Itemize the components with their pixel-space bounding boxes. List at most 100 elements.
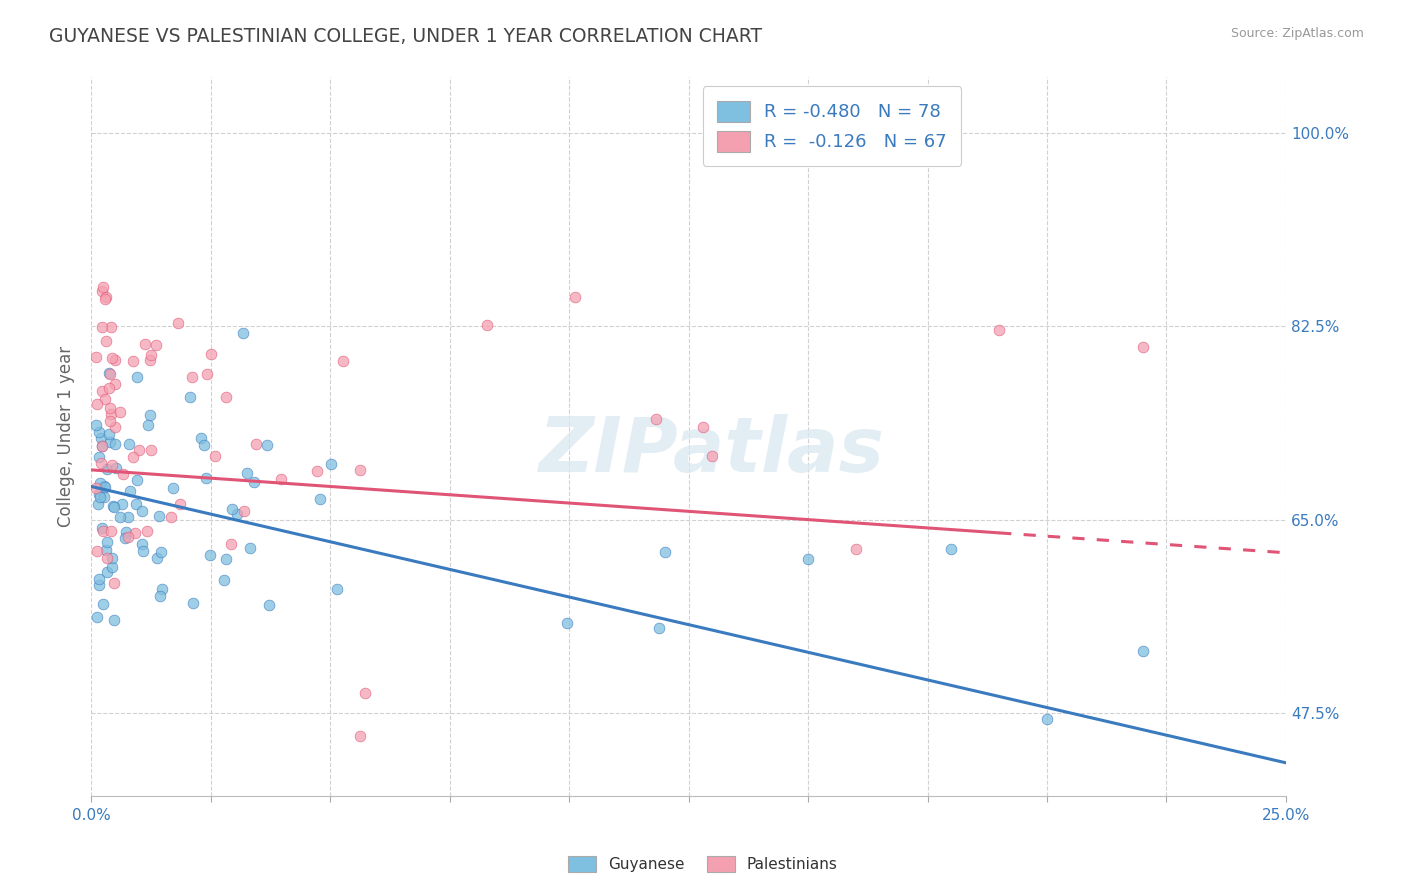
Point <box>195 471 218 485</box>
Point <box>475 318 498 332</box>
Point <box>104 353 127 368</box>
Point <box>89 475 111 490</box>
Point <box>118 437 141 451</box>
Point <box>91 320 114 334</box>
Point <box>96 535 118 549</box>
Point <box>96 551 118 566</box>
Point <box>103 500 125 514</box>
Point <box>233 504 256 518</box>
Point <box>101 559 124 574</box>
Point <box>104 437 127 451</box>
Point <box>100 351 122 365</box>
Point <box>94 334 117 348</box>
Point <box>94 480 117 494</box>
Point <box>215 390 238 404</box>
Point <box>159 510 181 524</box>
Point <box>98 367 121 381</box>
Legend: R = -0.480   N = 78, R =  -0.126   N = 67: R = -0.480 N = 78, R = -0.126 N = 67 <box>703 87 962 166</box>
Point <box>150 582 173 596</box>
Point <box>89 490 111 504</box>
Point <box>104 377 127 392</box>
Point <box>145 338 167 352</box>
Point <box>183 596 205 610</box>
Point <box>845 542 868 557</box>
Point <box>93 490 115 504</box>
Y-axis label: College, Under 1 year: College, Under 1 year <box>58 346 75 527</box>
Point <box>128 442 150 457</box>
Point <box>125 473 148 487</box>
Point <box>91 439 114 453</box>
Point <box>797 552 820 566</box>
Point <box>349 463 371 477</box>
Point <box>149 544 172 558</box>
Point <box>122 450 145 464</box>
Point <box>195 368 218 382</box>
Point <box>96 462 118 476</box>
Point <box>110 497 132 511</box>
Point <box>204 450 226 464</box>
Point <box>89 425 111 439</box>
Point <box>91 284 114 298</box>
Point <box>93 478 115 492</box>
Point <box>87 498 110 512</box>
Point <box>103 500 125 514</box>
Point <box>1036 712 1059 726</box>
Point <box>87 578 110 592</box>
Point <box>141 348 163 362</box>
Point <box>110 509 132 524</box>
Point <box>87 572 110 586</box>
Point <box>988 323 1011 337</box>
Point <box>654 544 676 558</box>
Point <box>124 497 146 511</box>
Point <box>94 292 117 306</box>
Point <box>100 524 122 538</box>
Point <box>212 574 235 588</box>
Point <box>86 397 108 411</box>
Point <box>91 597 114 611</box>
Point <box>257 599 280 613</box>
Point <box>125 370 148 384</box>
Point <box>132 543 155 558</box>
Point <box>148 508 170 523</box>
Point <box>120 483 142 498</box>
Point <box>98 414 121 428</box>
Point <box>239 541 262 555</box>
Point <box>84 481 107 495</box>
Point <box>86 610 108 624</box>
Point <box>555 616 578 631</box>
Point <box>245 436 267 450</box>
Point <box>564 290 586 304</box>
Point <box>190 431 212 445</box>
Point <box>256 437 278 451</box>
Point <box>90 384 112 398</box>
Point <box>326 582 349 596</box>
Point <box>270 472 292 486</box>
Point <box>98 435 121 450</box>
Point <box>232 326 254 341</box>
Point <box>180 370 202 384</box>
Point <box>200 347 222 361</box>
Point <box>103 575 125 590</box>
Point <box>124 525 146 540</box>
Point <box>89 450 111 465</box>
Point <box>91 524 114 538</box>
Point <box>193 438 215 452</box>
Text: ZIPatlas: ZIPatlas <box>540 414 886 488</box>
Point <box>941 542 963 557</box>
Point <box>86 350 108 364</box>
Point <box>169 497 191 511</box>
Point <box>96 565 118 579</box>
Point <box>90 431 112 445</box>
Point <box>97 381 120 395</box>
Point <box>139 442 162 457</box>
Point <box>692 420 714 434</box>
Point <box>94 290 117 304</box>
Point <box>105 461 128 475</box>
Point <box>219 536 242 550</box>
Point <box>149 589 172 603</box>
Point <box>108 404 131 418</box>
Point <box>1132 644 1154 658</box>
Point <box>309 491 332 506</box>
Text: Source: ZipAtlas.com: Source: ZipAtlas.com <box>1230 27 1364 40</box>
Point <box>86 544 108 558</box>
